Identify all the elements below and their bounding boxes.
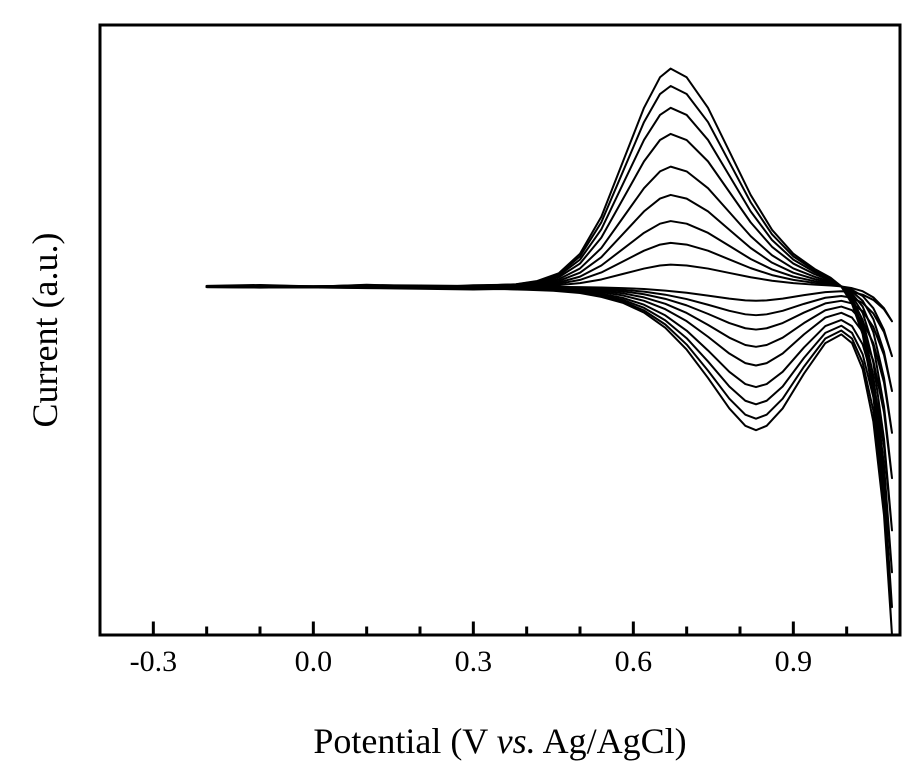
x-label-part2: Ag/AgCl) (536, 721, 687, 761)
x-label-italic: vs. (497, 721, 536, 761)
x-label-part1: Potential (V (313, 721, 496, 761)
y-axis-label: Current (a.u.) (24, 233, 66, 428)
cv-chart: Current (a.u.) Potential (V vs. Ag/AgCl)… (0, 0, 924, 751)
x-tick-label: 0.0 (295, 645, 333, 679)
x-axis-label: Potential (V vs. Ag/AgCl) (313, 720, 686, 762)
plot-svg (0, 0, 924, 751)
x-tick-label: 0.3 (455, 645, 493, 679)
x-tick-label: 0.9 (775, 645, 813, 679)
x-tick-label: 0.6 (615, 645, 653, 679)
x-tick-label: -0.3 (130, 645, 178, 679)
